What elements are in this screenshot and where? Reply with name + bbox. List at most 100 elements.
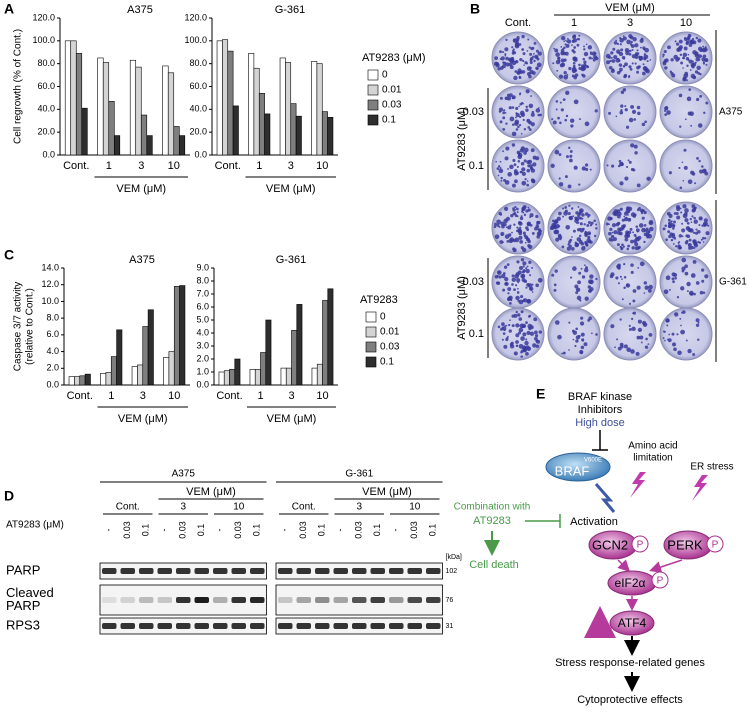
colony bbox=[595, 277, 598, 281]
colony bbox=[618, 59, 621, 62]
bar bbox=[229, 369, 236, 386]
colony bbox=[539, 113, 542, 117]
bar bbox=[105, 372, 112, 386]
colony bbox=[533, 41, 537, 45]
bar bbox=[81, 107, 88, 156]
colony bbox=[681, 235, 684, 238]
colony bbox=[693, 243, 699, 248]
colony bbox=[566, 40, 568, 43]
colony bbox=[570, 247, 575, 251]
colony bbox=[511, 131, 517, 137]
band bbox=[426, 597, 441, 603]
colony bbox=[521, 323, 527, 329]
bolt bbox=[692, 475, 708, 501]
cell-line: G-361 bbox=[719, 277, 747, 288]
colony bbox=[646, 60, 649, 63]
colony bbox=[634, 151, 638, 155]
colony bbox=[560, 58, 565, 63]
colony bbox=[579, 351, 583, 355]
colony bbox=[649, 59, 652, 61]
bar bbox=[223, 370, 230, 386]
band bbox=[176, 597, 191, 603]
bar bbox=[108, 101, 115, 156]
colony bbox=[504, 282, 508, 286]
colony bbox=[680, 324, 682, 327]
colony bbox=[502, 150, 504, 153]
colony bbox=[633, 118, 637, 121]
colony bbox=[512, 248, 517, 253]
colony bbox=[688, 59, 693, 64]
colony bbox=[528, 260, 532, 264]
colony bbox=[701, 47, 707, 53]
colony bbox=[569, 238, 573, 242]
row-label: Cleaved bbox=[6, 585, 54, 600]
colony bbox=[527, 323, 533, 329]
colony bbox=[522, 118, 525, 121]
colony bbox=[574, 284, 579, 289]
bar bbox=[280, 367, 287, 386]
colony bbox=[517, 313, 521, 317]
colony bbox=[575, 57, 578, 59]
colony bbox=[685, 226, 691, 231]
colony bbox=[587, 220, 591, 224]
colony bbox=[572, 38, 577, 43]
text: High dose bbox=[575, 417, 625, 429]
colony bbox=[695, 323, 700, 327]
text: GCN2 bbox=[592, 537, 628, 552]
colony bbox=[668, 288, 671, 291]
y-tick-label: 14.0 bbox=[41, 262, 59, 272]
colony bbox=[516, 211, 519, 214]
colony bbox=[523, 349, 527, 353]
colony bbox=[500, 176, 503, 180]
y-tick-label: 4.0 bbox=[46, 346, 59, 356]
bar bbox=[140, 114, 148, 156]
colony bbox=[630, 104, 635, 109]
colony bbox=[513, 351, 518, 356]
colony bbox=[570, 207, 574, 210]
colony bbox=[628, 324, 631, 327]
colony bbox=[693, 219, 698, 224]
colony bbox=[507, 172, 513, 177]
band bbox=[102, 597, 117, 603]
colony bbox=[686, 96, 692, 102]
colony bbox=[590, 221, 594, 225]
colony bbox=[499, 120, 503, 124]
colony bbox=[702, 54, 707, 59]
y-tick-label: 6.0 bbox=[196, 301, 209, 311]
y-tick-label: 120.0 bbox=[184, 12, 207, 22]
colony bbox=[504, 180, 510, 185]
y-tick-label: 2.0 bbox=[196, 353, 209, 363]
legend-label: 0.01 bbox=[380, 327, 400, 338]
colony bbox=[612, 47, 616, 51]
colony bbox=[617, 266, 621, 270]
band bbox=[352, 623, 367, 629]
cell-line: G-361 bbox=[345, 469, 373, 480]
colony bbox=[668, 222, 671, 225]
colony bbox=[690, 273, 696, 278]
lane-dose: 0.1 bbox=[252, 524, 262, 537]
y-tick-label: 60.0 bbox=[37, 81, 55, 91]
colony bbox=[642, 71, 646, 76]
colony bbox=[506, 263, 510, 266]
colony bbox=[624, 237, 629, 242]
colony bbox=[690, 221, 693, 223]
x-tick-label: 3 bbox=[140, 390, 146, 402]
colony bbox=[687, 58, 690, 61]
band bbox=[120, 597, 135, 603]
colony bbox=[520, 355, 523, 358]
colony bbox=[688, 39, 694, 45]
colony bbox=[704, 274, 709, 279]
colony bbox=[559, 121, 562, 125]
colony bbox=[606, 164, 609, 167]
arrow bbox=[594, 483, 616, 513]
colony bbox=[610, 56, 613, 59]
colony bbox=[512, 207, 515, 210]
bar bbox=[321, 111, 328, 156]
band bbox=[389, 597, 404, 603]
colony bbox=[686, 234, 691, 239]
colony bbox=[575, 291, 579, 295]
colony bbox=[619, 275, 622, 278]
colony bbox=[667, 45, 671, 50]
colony bbox=[504, 111, 507, 114]
